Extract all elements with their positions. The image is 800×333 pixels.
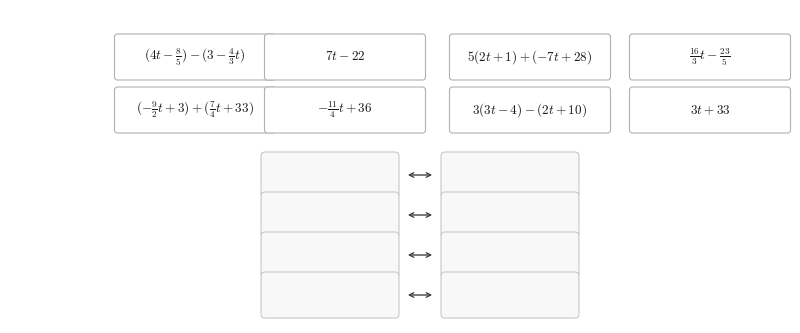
FancyBboxPatch shape: [261, 272, 399, 318]
FancyBboxPatch shape: [630, 34, 790, 80]
FancyBboxPatch shape: [114, 34, 275, 80]
FancyBboxPatch shape: [441, 192, 579, 238]
FancyBboxPatch shape: [261, 192, 399, 238]
FancyBboxPatch shape: [441, 232, 579, 278]
FancyBboxPatch shape: [261, 152, 399, 198]
Text: $5(2t+1)+(-7t+28)$: $5(2t+1)+(-7t+28)$: [467, 48, 593, 66]
Text: $-\frac{11}{4}t+36$: $-\frac{11}{4}t+36$: [318, 100, 373, 120]
Text: $3(3t-4)-(2t+10)$: $3(3t-4)-(2t+10)$: [473, 101, 587, 119]
Text: $\frac{16}{3}t-\frac{23}{5}$: $\frac{16}{3}t-\frac{23}{5}$: [689, 46, 731, 68]
Text: $(4t-\frac{8}{5})-(3-\frac{4}{3}t)$: $(4t-\frac{8}{5})-(3-\frac{4}{3}t)$: [145, 46, 246, 68]
FancyBboxPatch shape: [441, 152, 579, 198]
FancyBboxPatch shape: [261, 232, 399, 278]
FancyBboxPatch shape: [450, 87, 610, 133]
FancyBboxPatch shape: [265, 34, 426, 80]
Text: $(-\frac{9}{2}t+3)+(\frac{7}{4}t+33)$: $(-\frac{9}{2}t+3)+(\frac{7}{4}t+33)$: [136, 100, 254, 120]
Text: $7t-22$: $7t-22$: [325, 51, 366, 64]
FancyBboxPatch shape: [441, 272, 579, 318]
FancyBboxPatch shape: [114, 87, 275, 133]
Text: $3t+33$: $3t+33$: [690, 103, 730, 117]
FancyBboxPatch shape: [450, 34, 610, 80]
FancyBboxPatch shape: [630, 87, 790, 133]
FancyBboxPatch shape: [265, 87, 426, 133]
